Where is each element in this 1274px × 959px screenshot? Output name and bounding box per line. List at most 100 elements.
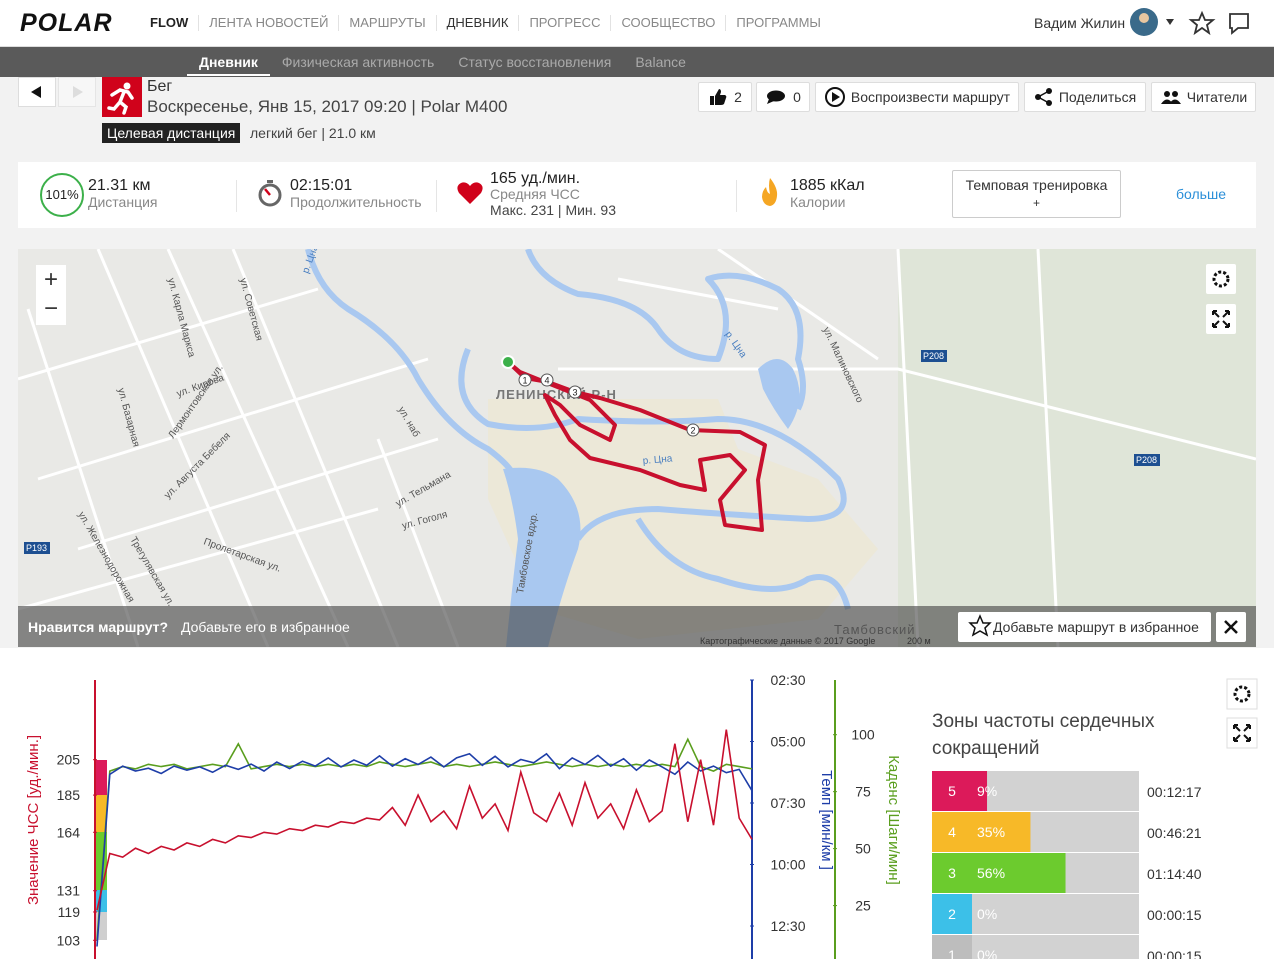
zone-bar	[972, 771, 988, 811]
route-line	[506, 360, 767, 532]
comment-button[interactable]: 0	[756, 82, 810, 112]
like-count: 2	[734, 89, 742, 105]
nav-item[interactable]: ЛЕНТА НОВОСТЕЙ	[198, 15, 338, 31]
chart-fullscreen-button[interactable]	[1226, 717, 1258, 749]
like-button[interactable]: 2	[698, 82, 752, 112]
road-sign	[24, 542, 50, 554]
share-label: Поделиться	[1058, 89, 1137, 105]
training-type-add: +	[1032, 196, 1040, 210]
zone-number-bg	[932, 935, 972, 959]
zoom-bg	[36, 265, 66, 325]
share-button[interactable]: Поделиться	[1024, 82, 1146, 112]
messages-icon[interactable]	[1229, 13, 1249, 35]
thumb	[710, 89, 727, 105]
next-icon	[73, 86, 83, 98]
tick-label: 100	[851, 727, 875, 743]
triangle	[831, 92, 840, 102]
zone-number: 2	[948, 906, 956, 922]
distance-label: Дистанция	[88, 194, 158, 210]
road-number: P193	[26, 543, 47, 553]
route-marker-label: 1	[522, 376, 527, 386]
user-name[interactable]: Вадим Жилин	[1034, 15, 1126, 31]
prev-button[interactable]	[18, 77, 56, 107]
duration-label: Продолжительность	[290, 194, 422, 210]
zone-percent: 0%	[977, 947, 997, 959]
zoom-out[interactable]: −	[44, 295, 58, 322]
sub-nav-item[interactable]: Balance	[635, 54, 686, 70]
replay-route-label: Воспроизвести маршрут	[850, 89, 1011, 105]
fullscreen-icon	[1233, 724, 1251, 742]
tick-label: 119	[58, 904, 81, 920]
avatar-face	[1139, 13, 1149, 23]
zone-percent: 0%	[977, 906, 997, 922]
zone-bar	[972, 853, 1066, 893]
nav-item[interactable]: ДНЕВНИК	[435, 15, 519, 31]
tick-label: 185	[57, 787, 81, 803]
distance-value: 21.31 км	[88, 177, 151, 194]
favorites-icon[interactable]	[1188, 10, 1216, 36]
tick-label: 164	[57, 824, 81, 840]
star-icon	[968, 614, 992, 637]
nav-item[interactable]: СООБЩЕСТВО	[610, 15, 725, 31]
sport-name: Бег	[147, 78, 173, 95]
route-markers: 1 2 3 4	[518, 373, 700, 437]
hr-label: Средняя ЧСС	[490, 186, 580, 202]
chart-settings-button[interactable]	[1226, 678, 1258, 710]
zone-number-bg	[932, 894, 972, 934]
route-start	[501, 355, 515, 369]
zone-percent: 35%	[977, 824, 1005, 840]
nav-menu: FLOW ЛЕНТА НОВОСТЕЙ МАРШРУТЫ ДНЕВНИК ПРОГРЕС…	[140, 0, 831, 46]
sport-icon	[102, 77, 142, 117]
play-icon	[824, 87, 845, 107]
nav-item[interactable]: ПРОГРАММЫ	[725, 15, 831, 31]
map-settings-button[interactable]	[1206, 264, 1236, 294]
sub-nav-item[interactable]: Физическая активность	[281, 54, 435, 70]
followers-label: Читатели	[1186, 89, 1248, 105]
arrow	[31, 86, 41, 98]
logo[interactable]: POLAR	[20, 9, 113, 37]
road-sign	[921, 350, 947, 362]
sub-nav-item[interactable]: Дневник	[187, 54, 270, 76]
nav-icons	[1130, 8, 1249, 36]
map-scale: 200 м	[907, 636, 931, 646]
training-type-button[interactable]: Темповая тренировка +	[952, 170, 1121, 218]
zone-percent: 9%	[977, 783, 997, 799]
road-sign	[1134, 454, 1160, 466]
nav-item[interactable]: МАРШРУТЫ	[338, 15, 435, 31]
followers-button[interactable]: Читатели	[1151, 82, 1256, 112]
sub-nav-item[interactable]: Статус восстановления	[458, 54, 612, 70]
more-link[interactable]: больше	[1176, 186, 1226, 202]
series-line	[96, 737, 753, 940]
training-type-label: Темповая тренировка	[965, 177, 1108, 193]
map-rural-area	[898, 249, 1256, 647]
nav-app[interactable]: FLOW	[150, 15, 189, 30]
comment-count: 0	[793, 89, 801, 105]
zone-time: 00:46:21	[1147, 825, 1202, 841]
axis-title: Темп [мин/км ]	[818, 770, 835, 870]
zone-number-bg	[932, 853, 972, 893]
tick-label: 07:30	[770, 795, 805, 811]
runner-head	[123, 82, 131, 90]
sub-navigation: Дневник Физическая активность Статус восст…	[0, 47, 1274, 77]
divider	[736, 180, 737, 212]
tick-label: 75	[855, 784, 871, 800]
zone-bar	[972, 812, 1031, 852]
stopwatch-icon	[258, 180, 282, 207]
gear-icon	[1233, 685, 1251, 703]
dropdown-arrow[interactable]	[1166, 19, 1174, 25]
add-favorite-button[interactable]	[958, 612, 1211, 642]
zoom-in[interactable]: +	[44, 266, 58, 293]
fullscreen-icon	[1212, 310, 1230, 328]
series-line	[96, 752, 753, 947]
add-favorite-label: Добавьте маршрут в избранное	[993, 619, 1199, 635]
zone-strip	[95, 795, 107, 832]
next-button[interactable]	[58, 77, 96, 107]
zone-number-bg	[932, 812, 972, 852]
nav-item[interactable]: ПРОГРЕСС	[518, 15, 610, 31]
hr-value: 165 уд./мин.	[490, 170, 581, 187]
map-fullscreen-button[interactable]	[1206, 304, 1236, 334]
zone-number: 1	[948, 947, 956, 959]
replay-route-button[interactable]: Воспроизвести маршрут	[815, 82, 1019, 112]
